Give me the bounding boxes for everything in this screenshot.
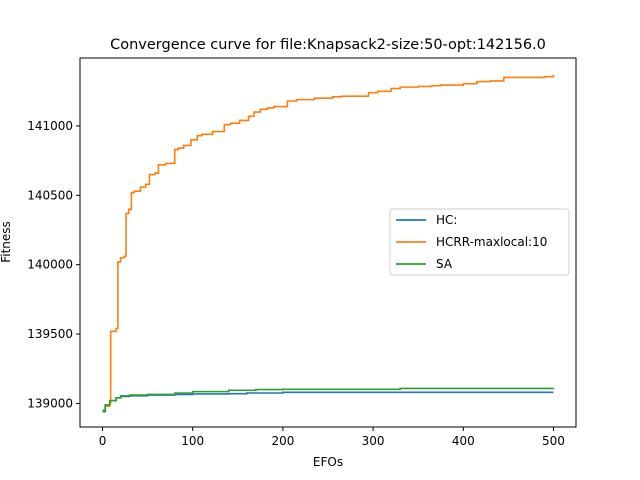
legend-box [389, 208, 570, 276]
x-axis: 0 100 200 300 400 500 [99, 427, 565, 448]
legend-entry-label: SA [436, 257, 453, 271]
series-line-2 [102, 387, 555, 412]
x-tick-label: 200 [271, 434, 294, 448]
legend: HC: HCRR-maxlocal:10 SA [389, 208, 570, 276]
y-tick-label: 140000 [27, 258, 73, 272]
y-tick-label: 140500 [27, 188, 73, 202]
y-tick-label: 139500 [27, 327, 73, 341]
x-tick-label: 300 [362, 434, 385, 448]
y-axis-label: Fitness [0, 221, 13, 263]
y-tick-label: 141000 [27, 119, 73, 133]
axes-frame [79, 57, 577, 428]
x-tick-label: 500 [542, 434, 565, 448]
x-tick-label: 400 [452, 434, 475, 448]
series-line-0 [102, 391, 554, 413]
plot-area [102, 74, 555, 413]
x-tick-label: 100 [181, 434, 204, 448]
y-tick-label: 139000 [27, 396, 73, 410]
chart-title: Convergence curve for file:Knapsack2-siz… [110, 37, 546, 53]
y-axis: 139000 139500 140000 140500 141000 [27, 119, 80, 410]
series-line-1 [102, 74, 555, 412]
legend-entry-label: HCRR-maxlocal:10 [436, 235, 547, 249]
x-tick-label: 0 [99, 434, 107, 448]
x-axis-label: EFOs [313, 455, 343, 469]
legend-entry-label: HC: [436, 213, 457, 227]
